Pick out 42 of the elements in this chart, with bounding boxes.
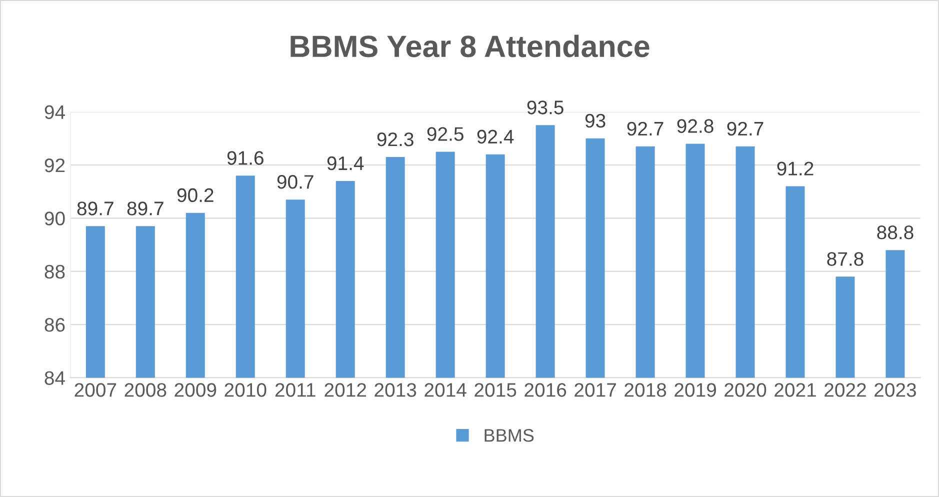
data-label: 89.7	[77, 202, 114, 216]
data-label: 92.5	[427, 127, 464, 141]
data-label: 92.4	[477, 130, 514, 144]
data-label: 93.5	[527, 100, 564, 114]
x-tick-label: 2016	[524, 383, 566, 397]
legend-label: BBMS	[484, 429, 534, 442]
x-tick-label: 2009	[174, 383, 216, 397]
data-label: 87.8	[827, 252, 864, 266]
y-tick-label: 90	[44, 212, 65, 226]
y-tick-label: 88	[44, 264, 65, 279]
data-label: 92.7	[627, 122, 664, 136]
data-label: 90.7	[277, 175, 314, 189]
x-tick-label: 2011	[275, 383, 316, 397]
x-tick-label: 2015	[474, 383, 516, 397]
data-label: 89.7	[127, 202, 164, 216]
x-tick-label: 2014	[424, 383, 466, 397]
data-label: 88.8	[877, 226, 914, 240]
x-tick-label: 2018	[624, 383, 666, 397]
x-tick-label: 2012	[324, 383, 366, 397]
data-label: 92.3	[377, 132, 414, 146]
y-tick-label: 84	[44, 371, 65, 385]
x-tick-label: 2023	[874, 383, 916, 397]
x-tick-label: 2017	[574, 383, 616, 397]
data-label: 91.2	[777, 162, 814, 176]
y-tick-label: 94	[44, 105, 65, 120]
x-tick-label: 2020	[724, 383, 766, 397]
data-label: 92.7	[727, 122, 764, 136]
data-label: 91.4	[327, 156, 364, 170]
x-tick-label: 2010	[224, 383, 266, 397]
x-tick-label: 2022	[824, 383, 866, 397]
y-tick-label: 92	[44, 158, 65, 172]
data-label: 91.6	[227, 151, 264, 165]
x-tick-label: 2013	[374, 383, 416, 397]
data-label: 93	[585, 114, 606, 128]
data-label: 90.2	[177, 188, 214, 202]
x-tick-label: 2008	[124, 383, 166, 397]
x-tick-label: 2007	[74, 383, 116, 397]
x-tick-label: 2019	[674, 383, 716, 397]
data-label: 92.8	[677, 119, 714, 133]
y-tick-label: 86	[44, 318, 65, 332]
chart-title: BBMS Year 8 Attendance	[290, 34, 650, 58]
x-tick-label: 2021	[774, 383, 816, 397]
